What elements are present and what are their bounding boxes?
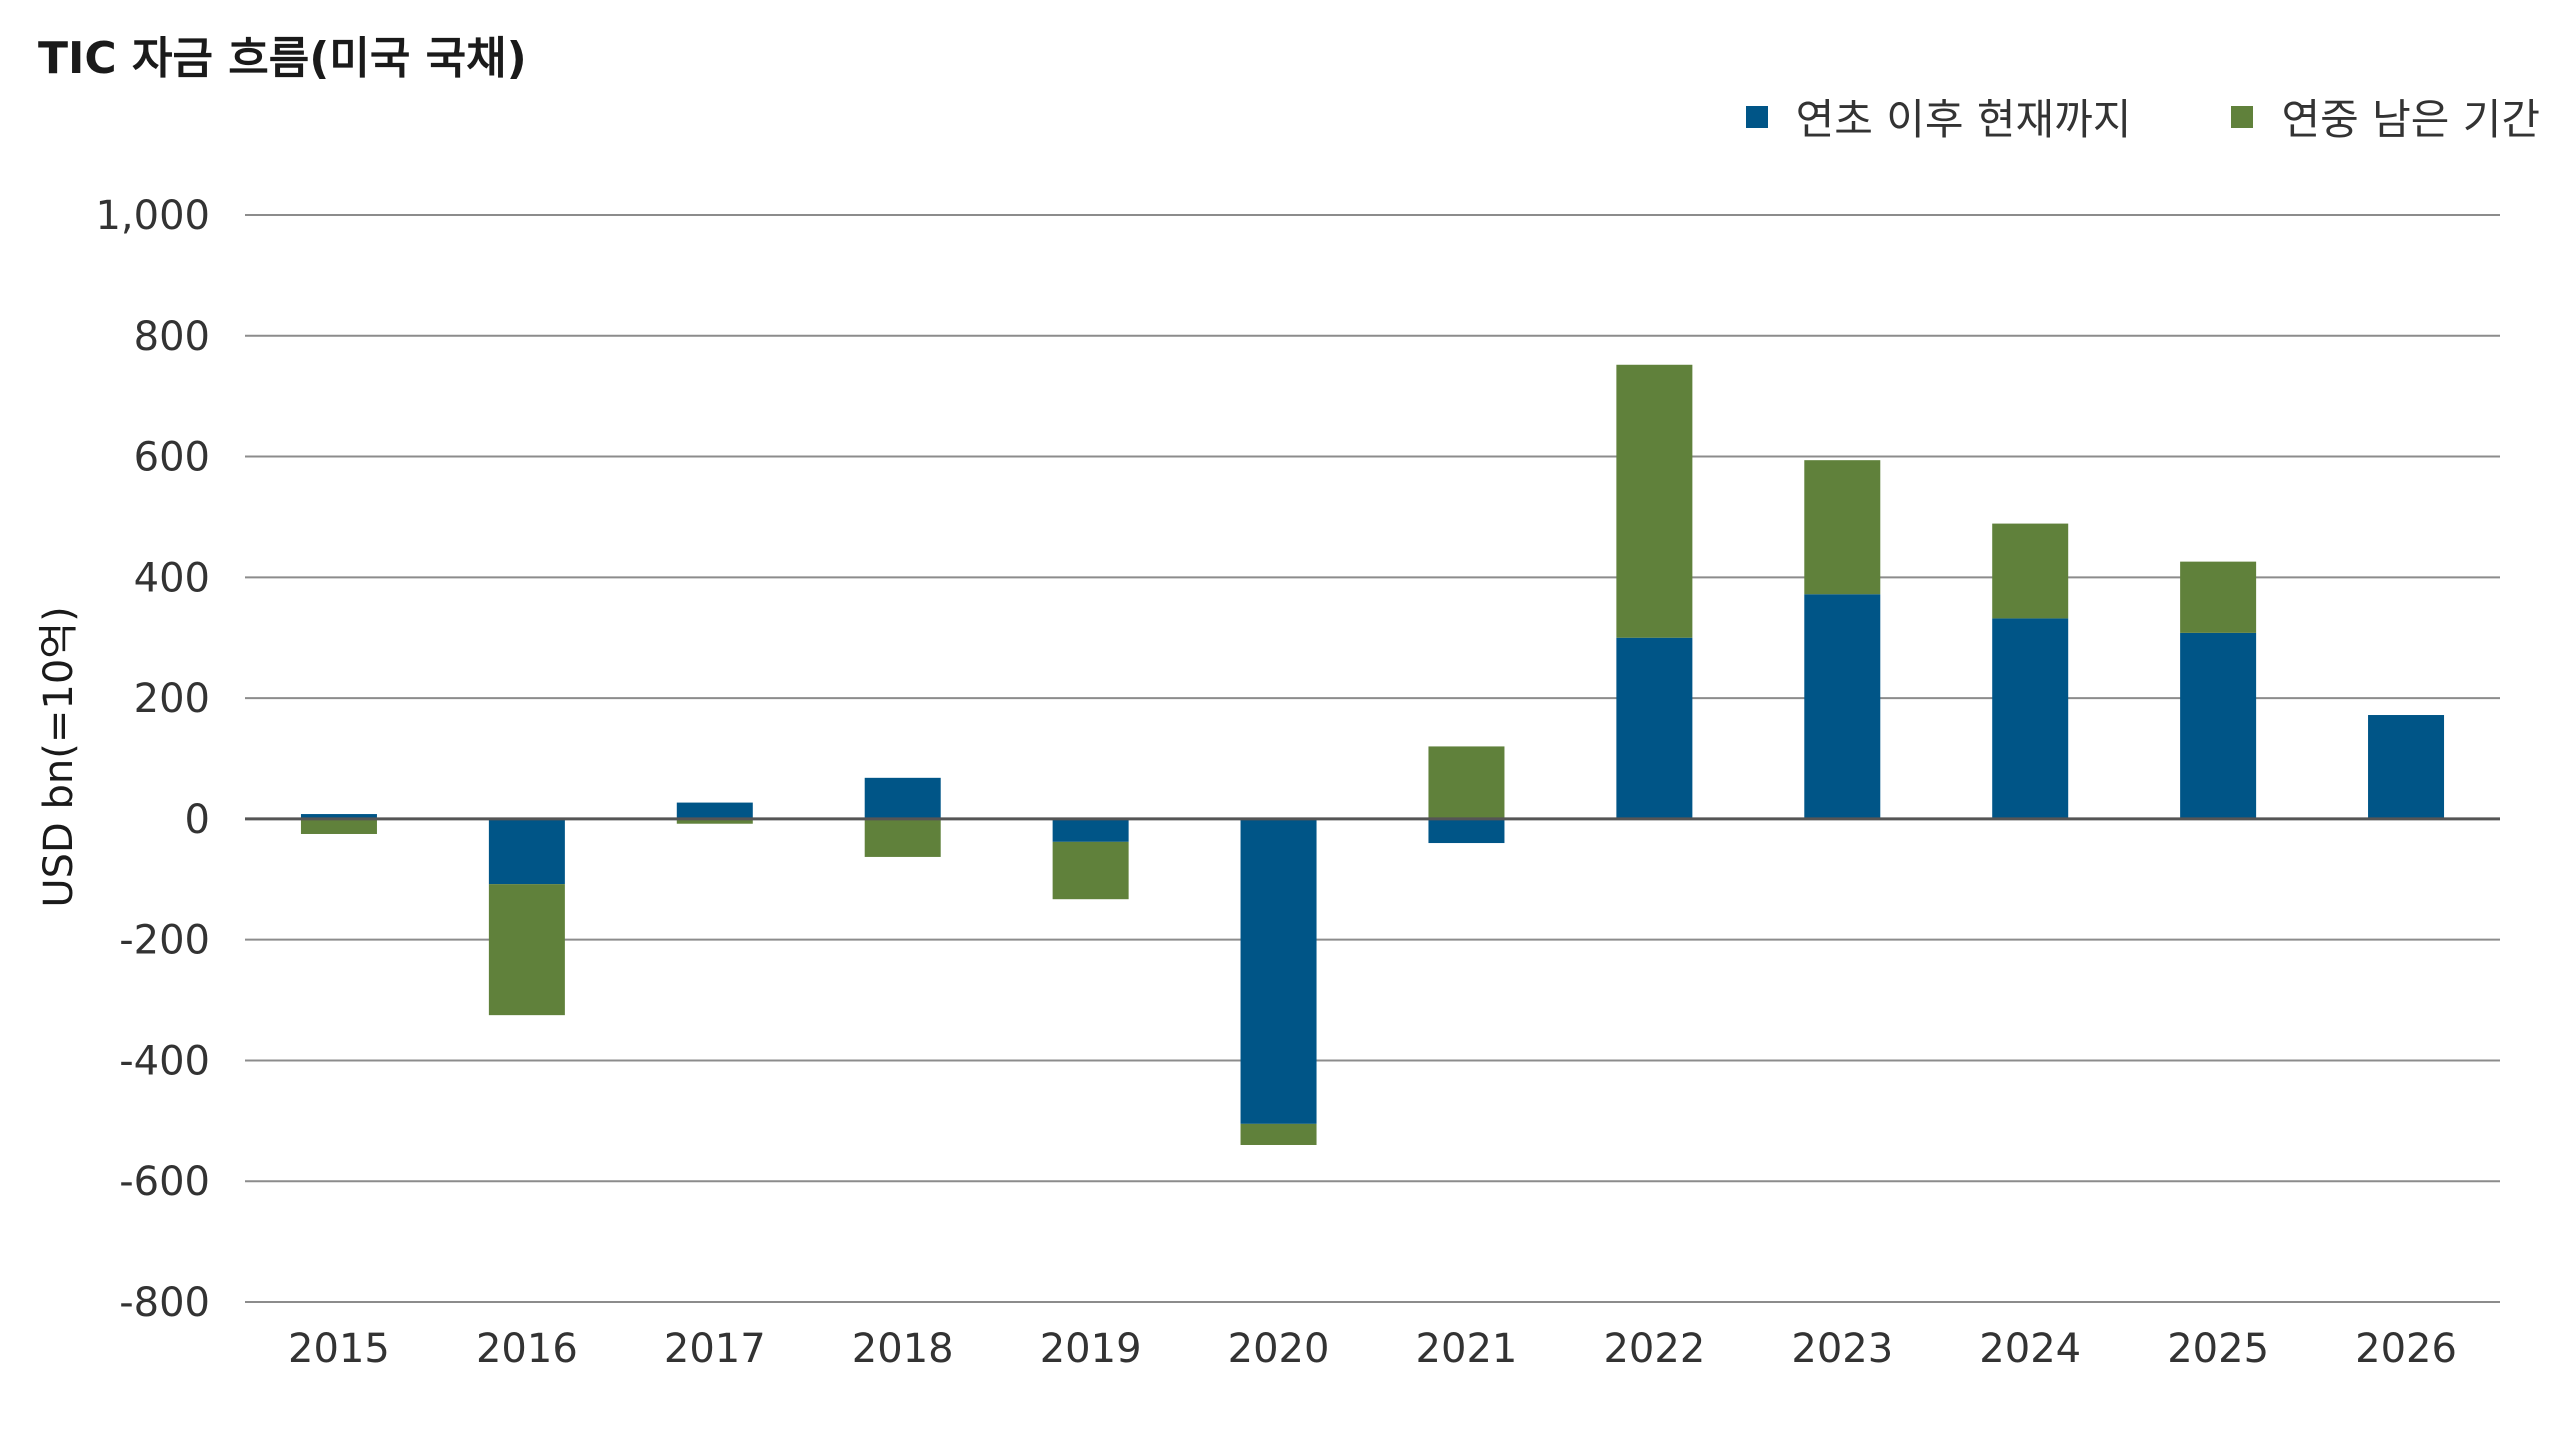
x-tick-label: 2017 bbox=[664, 1326, 766, 1372]
y-tick-labels: -800 -600 -400 -200 0 200 400 600 800 1,000 bbox=[95, 193, 210, 1326]
x-tick-label: 2020 bbox=[1228, 1326, 1330, 1372]
x-tick-label: 2026 bbox=[2355, 1326, 2457, 1372]
x-tick-label: 2022 bbox=[1603, 1326, 1705, 1372]
x-tick-label: 2015 bbox=[288, 1326, 390, 1372]
legend-label-rest: 연중 남은 기간 bbox=[2281, 95, 2540, 144]
bar-ytd-2017 bbox=[676, 802, 753, 819]
y-tick-label: -600 bbox=[119, 1159, 210, 1205]
x-tick-label: 2024 bbox=[1979, 1326, 2081, 1372]
legend-label-ytd: 연초 이후 현재까지 bbox=[1795, 95, 2132, 144]
legend-item-rest: 연중 남은 기간 bbox=[2231, 86, 2540, 147]
bar-ytd-2026 bbox=[2368, 715, 2445, 819]
y-tick-label: 1,000 bbox=[95, 193, 210, 239]
x-tick-label: 2025 bbox=[2167, 1326, 2269, 1372]
y-tick-label: 600 bbox=[134, 435, 210, 481]
bar-ytd-2015 bbox=[300, 814, 377, 819]
bar-ytd-2021 bbox=[1428, 818, 1505, 844]
bar-rest-2021 bbox=[1428, 746, 1505, 819]
gridlines bbox=[245, 214, 2500, 1303]
bar-rest-2020 bbox=[1240, 1123, 1317, 1145]
legend-item-ytd: 연초 이후 현재까지 bbox=[1745, 86, 2132, 147]
chart-title: TIC 자금 흐름(미국 국채) bbox=[38, 33, 527, 84]
x-tick-labels: 2015 2016 2017 2018 2019 2020 2021 2022 2023 2024… bbox=[288, 1326, 2457, 1372]
bar-rest-2025 bbox=[2180, 561, 2257, 633]
bar-rest-2016 bbox=[488, 884, 565, 1016]
legend-swatch-rest bbox=[2231, 105, 2254, 128]
bar-ytd-2024 bbox=[1992, 618, 2069, 819]
y-tick-label: 400 bbox=[134, 555, 210, 601]
x-tick-label: 2016 bbox=[476, 1326, 578, 1372]
x-tick-label: 2018 bbox=[852, 1326, 954, 1372]
bar-ytd-2025 bbox=[2180, 632, 2257, 819]
y-tick-label: -800 bbox=[119, 1280, 210, 1326]
bar-ytd-2018 bbox=[864, 777, 941, 819]
y-tick-label: 0 bbox=[185, 797, 210, 843]
bar-rest-2024 bbox=[1992, 523, 2069, 619]
bar-rest-2017 bbox=[676, 818, 753, 824]
legend: 연초 이후 현재까지 연중 남은 기간 bbox=[1745, 86, 2540, 147]
bar-ytd-2020 bbox=[1240, 818, 1317, 1124]
x-tick-label: 2021 bbox=[1416, 1326, 1518, 1372]
y-tick-label: -400 bbox=[119, 1038, 210, 1084]
bar-rest-2015 bbox=[300, 818, 377, 834]
bar-rest-2022 bbox=[1616, 364, 1693, 638]
legend-swatch-ytd bbox=[1745, 105, 1768, 128]
bar-ytd-2019 bbox=[1052, 818, 1129, 842]
y-tick-label: -200 bbox=[119, 918, 210, 964]
x-tick-label: 2019 bbox=[1040, 1326, 1142, 1372]
bar-rest-2018 bbox=[864, 818, 941, 857]
y-axis-label: USD bn(=10억) bbox=[36, 606, 82, 907]
bar-rest-2023 bbox=[1804, 460, 1881, 595]
bars bbox=[300, 364, 2445, 1145]
y-tick-label: 800 bbox=[134, 314, 210, 360]
bar-rest-2019 bbox=[1052, 841, 1129, 900]
bar-ytd-2023 bbox=[1804, 594, 1881, 819]
bar-ytd-2022 bbox=[1616, 637, 1693, 819]
y-tick-label: 200 bbox=[134, 676, 210, 722]
bar-ytd-2016 bbox=[488, 818, 565, 885]
x-tick-label: 2023 bbox=[1791, 1326, 1893, 1372]
